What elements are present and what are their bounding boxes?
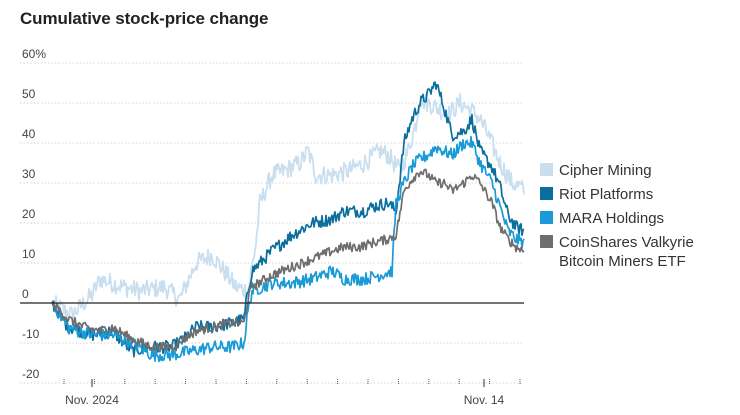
chart-title: Cumulative stock-price change: [20, 9, 269, 28]
legend-swatch: [540, 211, 553, 224]
axes: 60% 50 40 30 20 10 0 -10 -20 Nov. 2024 Nov. 14: [20, 47, 524, 407]
series-line-riot-platforms: [51, 81, 525, 358]
series-lines: [51, 81, 525, 363]
y-tick-label: 50: [22, 87, 36, 101]
y-tick-label: 20: [22, 207, 36, 221]
y-tick-label: 10: [22, 247, 36, 261]
y-tick-label: 30: [22, 167, 36, 181]
y-tick-label: 0: [22, 287, 29, 301]
legend-label: Cipher Mining: [559, 162, 652, 179]
series-line-coinshares-valkyrie-bitcoin-miners-etf: [51, 168, 525, 353]
series-line-cipher-mining: [51, 93, 525, 323]
legend-label: MARA Holdings: [559, 210, 664, 227]
series-line-mara-holdings: [51, 135, 525, 363]
legend-swatch: [540, 163, 553, 176]
x-tick-label: Nov. 14: [464, 393, 505, 407]
y-tick-label: 60%: [22, 47, 46, 61]
y-tick-label: 40: [22, 127, 36, 141]
x-tick-label: Nov. 2024: [65, 393, 119, 407]
y-tick-label: -20: [22, 367, 40, 381]
legend: Cipher Mining Riot Platforms MARA Holdings…: [540, 162, 694, 270]
y-tick-label: -10: [22, 327, 40, 341]
legend-label: Riot Platforms: [559, 186, 653, 203]
legend-label: Bitcoin Miners ETF: [559, 253, 686, 270]
legend-swatch: [540, 235, 553, 248]
legend-label: CoinShares Valkyrie: [559, 234, 694, 251]
legend-swatch: [540, 187, 553, 200]
